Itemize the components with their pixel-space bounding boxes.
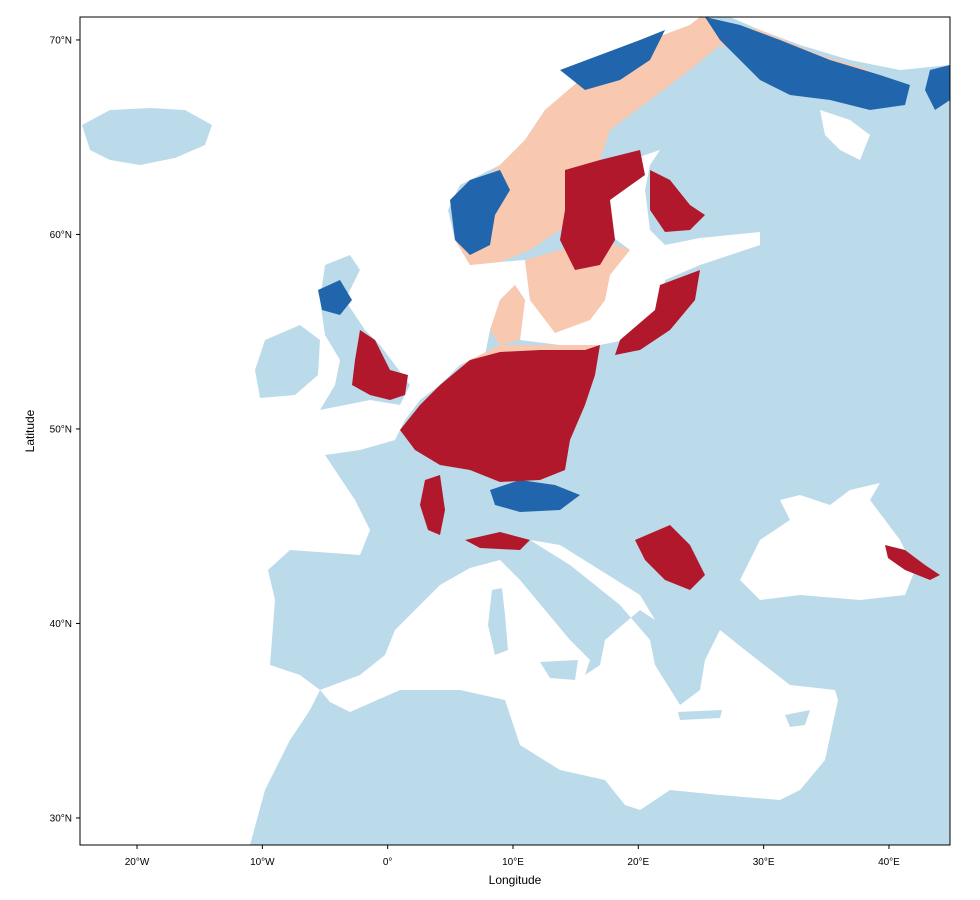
map-layers — [80, 17, 950, 845]
x-tick-label: 20°E — [627, 857, 649, 868]
region-red-england — [352, 330, 408, 400]
region-salmon-scandinavia — [455, 17, 870, 265]
region-blue-norway — [450, 170, 510, 255]
cyprus — [785, 710, 810, 727]
region-red-balkans — [635, 525, 705, 590]
y-tick-label: 70°N — [50, 35, 72, 46]
region-red-north-italy — [465, 532, 530, 550]
black-sea — [740, 483, 915, 600]
y-tick-label: 40°N — [50, 619, 72, 630]
ireland — [255, 325, 320, 398]
y-axis-label: Latitude — [23, 409, 37, 452]
region-blue-scotland — [318, 280, 352, 315]
region-red-caucasus — [885, 545, 940, 580]
region-blue-kola — [925, 65, 950, 110]
region-blue-north — [705, 17, 910, 110]
region-red-central-europe — [400, 345, 600, 482]
region-salmon-denmark — [490, 285, 525, 345]
region-salmon-south-sweden — [525, 240, 630, 333]
x-tick-label: 0° — [383, 857, 393, 868]
region-red-france-south — [420, 475, 445, 535]
region-red-finland — [650, 170, 705, 232]
region-red-sweden — [560, 150, 645, 270]
region-blue-alps — [490, 480, 580, 512]
plot-frame — [79, 16, 951, 846]
x-tick-label: 40°E — [878, 857, 900, 868]
y-tick-label: 50°N — [50, 424, 72, 435]
y-tick-label: 60°N — [50, 230, 72, 241]
x-tick-label: 20°W — [125, 857, 150, 868]
x-axis-label: Longitude — [489, 873, 542, 887]
mediterranean-sea — [320, 540, 838, 810]
crete — [678, 710, 722, 720]
x-tick-label: 10°W — [250, 857, 275, 868]
sicily — [540, 660, 578, 680]
corsica-sardinia — [488, 588, 508, 655]
x-tick-label: 10°E — [502, 857, 524, 868]
white-sea — [820, 110, 870, 160]
region-red-baltic — [615, 270, 700, 355]
iceland — [82, 108, 212, 165]
x-tick-label: 30°E — [753, 857, 775, 868]
y-tick-label: 30°N — [50, 813, 72, 824]
region-blue-norway-north — [560, 30, 665, 90]
